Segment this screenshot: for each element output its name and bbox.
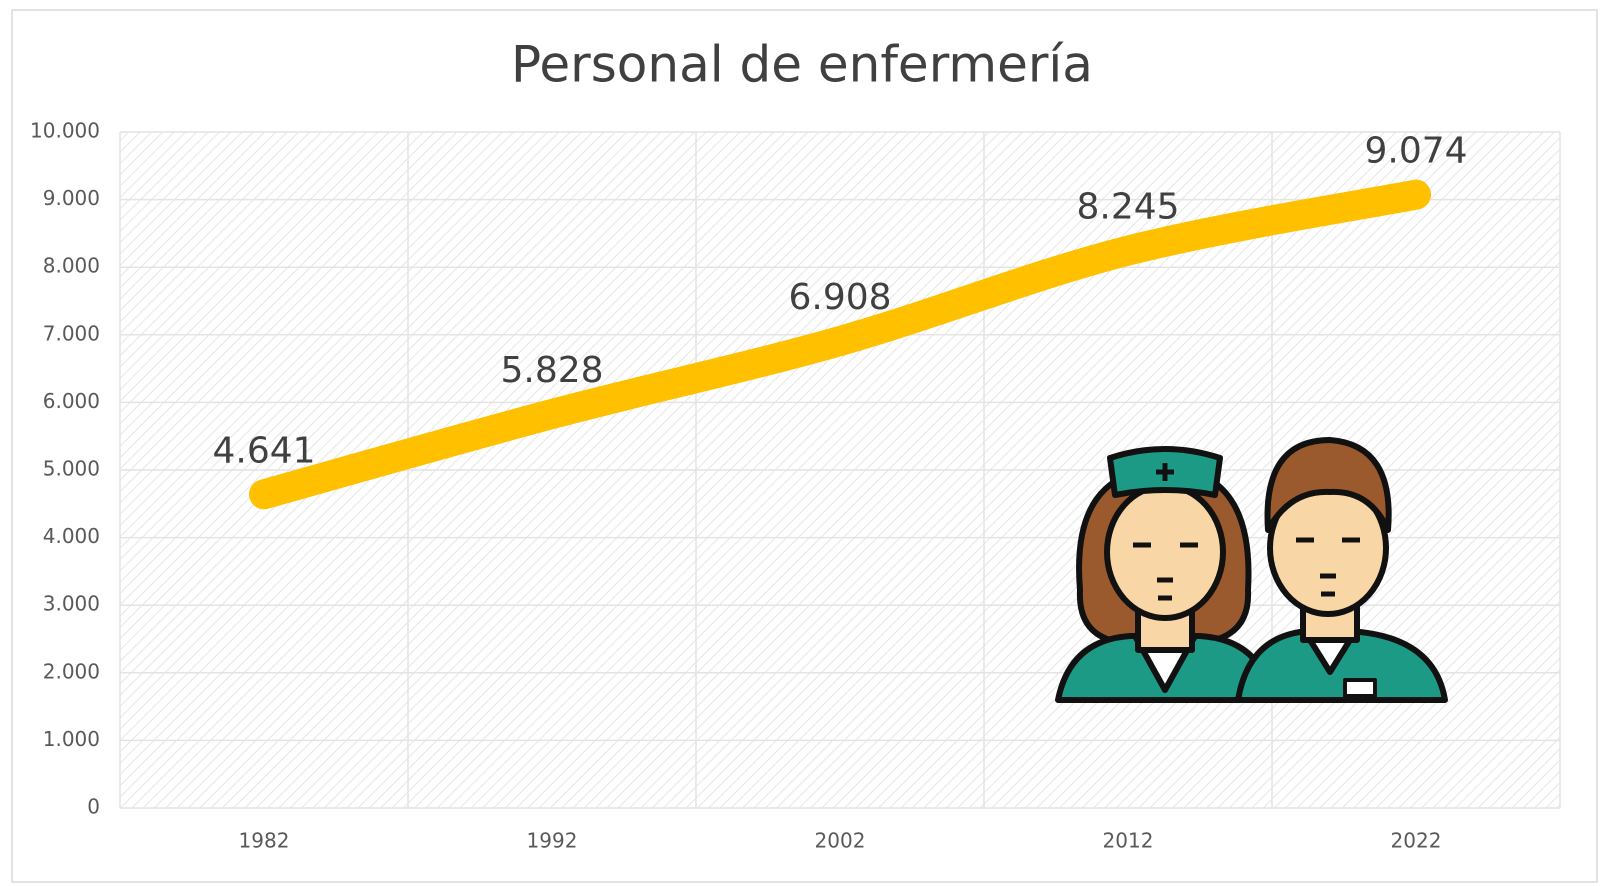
y-tick-label: 2.000 <box>43 659 100 683</box>
data-label: 8.245 <box>1076 187 1179 228</box>
x-tick-label: 1982 <box>239 829 290 853</box>
chart-title: Personal de enfermería <box>511 36 1093 94</box>
x-tick-label: 2002 <box>815 829 866 853</box>
data-label: 5.828 <box>500 350 603 391</box>
x-tick-label: 2012 <box>1103 829 1154 853</box>
y-tick-label: 10.000 <box>30 119 100 143</box>
y-tick-label: 8.000 <box>43 254 100 278</box>
y-tick-label: 6.000 <box>43 389 100 413</box>
data-label: 6.908 <box>788 277 891 318</box>
y-tick-label: 0 <box>87 795 100 819</box>
y-tick-label: 5.000 <box>43 457 100 481</box>
x-tick-label: 2022 <box>1391 829 1442 853</box>
y-tick-label: 3.000 <box>43 592 100 616</box>
chart: Personal de enfermería 0 1.000 2.000 3.000 4… <box>0 0 1601 886</box>
y-tick-label: 4.000 <box>43 524 100 548</box>
data-label: 9.074 <box>1364 131 1467 172</box>
y-tick-label: 9.000 <box>43 186 100 210</box>
page: Personal de enfermería 0 1.000 2.000 3.000 4… <box>0 0 1601 886</box>
y-tick-label: 1.000 <box>43 727 100 751</box>
x-tick-label: 1992 <box>527 829 578 853</box>
data-label: 4.641 <box>212 430 315 471</box>
y-tick-label: 7.000 <box>43 321 100 345</box>
